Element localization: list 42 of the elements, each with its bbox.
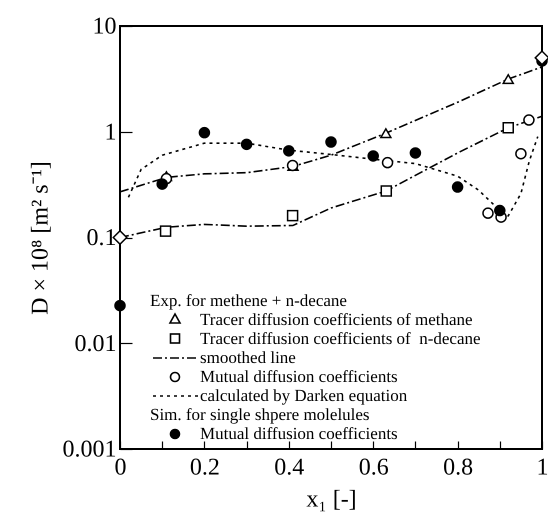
point [156, 178, 168, 190]
x-tick-label: 1 [536, 454, 548, 480]
point [410, 147, 422, 159]
x-axis-title: x₁ [-] [306, 486, 357, 512]
y-tick-label: 0.01 [74, 330, 116, 357]
x-tick-label: 0.8 [443, 454, 474, 480]
legend-label: Tracer diffusion coefficients of n-decane [200, 329, 481, 348]
x-tick-label: 0.6 [358, 454, 389, 480]
point [286, 210, 298, 222]
point [380, 128, 392, 138]
y-tick-label: 10 [92, 14, 116, 40]
legend-label: calculated by Darken equation [200, 386, 408, 405]
annotation: Exp. for methene + n-decane [150, 291, 348, 310]
x-tick-label: 0.4 [274, 454, 304, 480]
legend-label: Tracer diffusion coefficients of methane [200, 310, 473, 329]
point [452, 181, 464, 193]
point [534, 50, 548, 66]
point [494, 204, 506, 216]
point [160, 225, 172, 237]
legend-label: smoothed line [200, 348, 296, 367]
point [382, 156, 394, 168]
y-tick-label: 0.001 [62, 436, 116, 462]
point [198, 126, 210, 138]
x-tick-label: 0.2 [190, 454, 220, 480]
point [502, 74, 514, 84]
point [325, 136, 337, 148]
legend-label: Mutual diffusion coefficients [200, 424, 398, 443]
point [482, 207, 494, 219]
point [114, 300, 126, 312]
point [515, 148, 527, 160]
point [240, 138, 252, 150]
point [283, 145, 295, 157]
y-tick-label: 0.1 [86, 225, 116, 251]
y-axis-title: D × 10⁸ [m² s⁻¹] [28, 161, 54, 315]
point [380, 185, 392, 197]
point [523, 114, 535, 126]
point [502, 122, 514, 134]
x-tick-label: 0 [114, 454, 126, 480]
legend-label: Mutual diffusion coefficients [200, 367, 398, 386]
y-tick-label: 1 [104, 119, 116, 146]
annotation: Sim. for single shpere molelules [150, 405, 371, 424]
point [367, 150, 379, 162]
